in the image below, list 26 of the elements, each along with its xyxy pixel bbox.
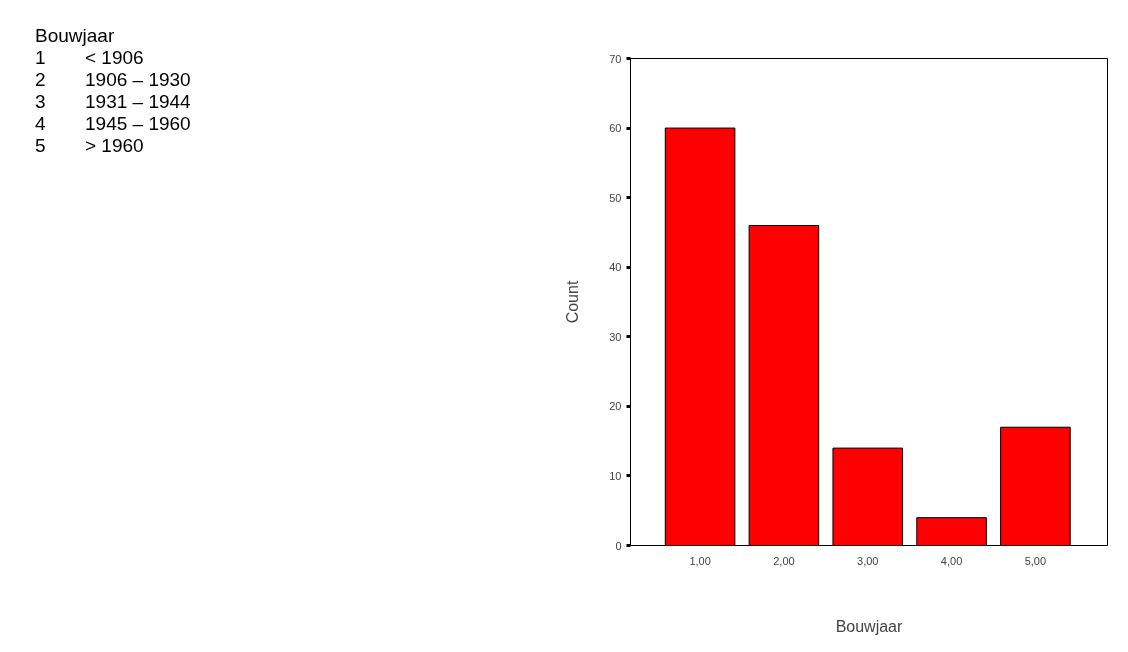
- x-tick-label: 2,00: [773, 554, 795, 567]
- y-axis-title: Count: [564, 280, 582, 324]
- y-tick-label: 0: [615, 539, 622, 552]
- y-tick-label: 10: [609, 469, 622, 482]
- text: 4 1945 – 1960: [35, 113, 191, 134]
- x-tick-label: 5,00: [1024, 554, 1047, 567]
- y-tick-label: 20: [609, 400, 622, 413]
- bar: [916, 517, 987, 546]
- x-tick-label: 1,00: [689, 554, 711, 567]
- y-tick-label: 70: [609, 52, 622, 65]
- y-tick-label: 40: [609, 261, 622, 274]
- text: 3 1931 – 1944: [35, 91, 191, 112]
- text: Bouwjaar: [35, 25, 116, 47]
- text: 5 > 1960: [35, 135, 144, 156]
- bar: [832, 447, 904, 546]
- bar: [1000, 426, 1071, 546]
- y-tick-label: 30: [609, 330, 622, 343]
- x-tick-label: 4,00: [940, 554, 963, 567]
- bar: [664, 127, 736, 546]
- bar: [748, 224, 820, 546]
- y-tick-label: 50: [609, 191, 622, 204]
- y-tick-label: 60: [609, 122, 622, 135]
- text: 2 1906 – 1930: [35, 69, 191, 90]
- text: 1 < 1906: [35, 47, 144, 68]
- x-axis-title: Bouwjaar: [835, 617, 904, 635]
- x-tick-label: 3,00: [857, 554, 879, 567]
